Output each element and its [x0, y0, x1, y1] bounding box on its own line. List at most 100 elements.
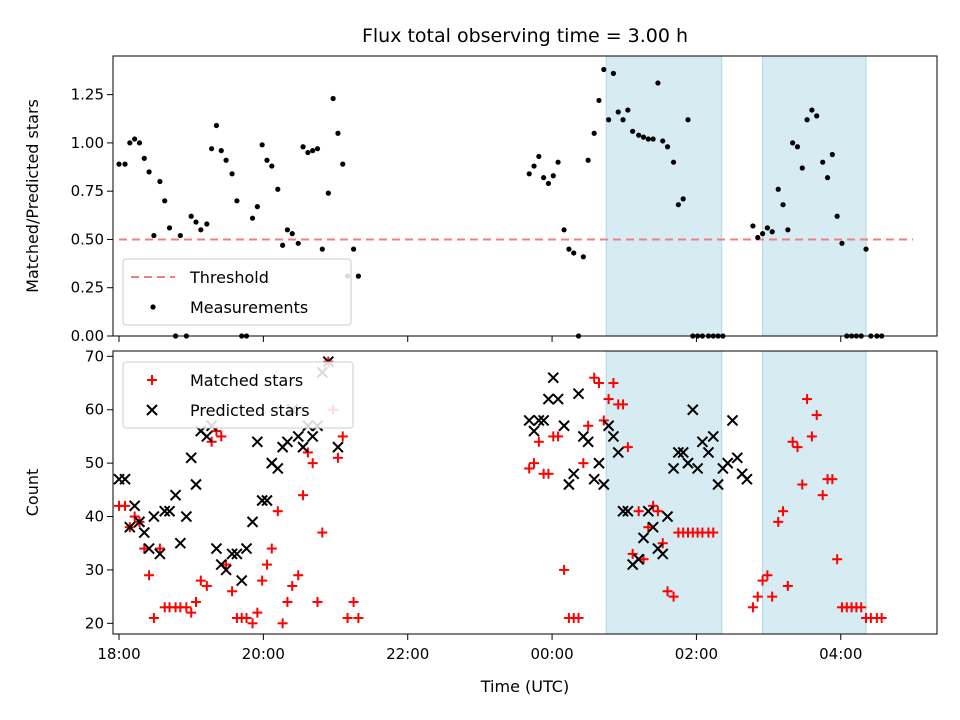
matched-star-point: [216, 431, 227, 442]
matched-star-point: [876, 612, 887, 623]
top-y-axis-label: Matched/Predicted stars: [23, 99, 42, 293]
measurement-point: [526, 171, 532, 177]
measurement-point: [660, 138, 666, 144]
measurement-point: [759, 231, 766, 237]
predicted-star-point: [677, 446, 689, 459]
measurement-point: [814, 113, 820, 119]
top-y-ticks: 0.00 0.25 0.50 0.75 1.00 1.25: [71, 86, 113, 345]
measurement-point: [610, 70, 617, 76]
predicted-star-point: [190, 478, 202, 491]
matched-star-point: [533, 436, 544, 447]
matched-star-point: [643, 522, 654, 533]
matched-star-point: [148, 612, 159, 623]
chart-title: Flux total observing time = 3.00 h: [362, 25, 688, 47]
predicted-star-point: [593, 457, 605, 469]
predicted-star-point: [292, 430, 304, 443]
matched-star-point: [277, 618, 288, 629]
predicted-star-point: [154, 548, 166, 560]
measurement-point: [561, 227, 567, 233]
matched-star-point: [817, 490, 828, 501]
predicted-star-point: [582, 436, 594, 448]
measurement-point: [625, 107, 631, 113]
measurement-point: [794, 144, 801, 150]
measurement-point: [204, 221, 210, 227]
matched-star-point: [181, 602, 192, 613]
measurement-point: [350, 246, 357, 252]
measurement-point: [750, 223, 756, 229]
matched-star-point: [782, 580, 793, 591]
predicted-star-point: [138, 526, 150, 539]
measurement-point: [229, 171, 235, 177]
matched-star-point: [633, 506, 644, 517]
measurement-point: [146, 169, 152, 175]
measurement-point: [310, 148, 316, 154]
bottom-panel: 20 30 40 50 60 70 18:00 20:00 22:00 00:00 02:00 04…: [23, 347, 938, 696]
predicted-star-point: [306, 430, 319, 443]
measurement-point: [655, 80, 661, 86]
matched-star-point: [307, 458, 318, 469]
predicted-star-point: [251, 436, 264, 448]
predicted-star-point: [712, 478, 724, 491]
matched-star-point: [603, 394, 614, 405]
matched-star-point: [144, 570, 155, 581]
top-y-tick-label: 0.50: [71, 230, 104, 248]
matched-star-point: [257, 575, 268, 586]
matched-star-point: [773, 516, 784, 527]
measurement-point: [249, 215, 256, 221]
top-panel: 0.00 0.25 0.50 0.75 1.00 1.25 Matched/Predict…: [23, 55, 938, 345]
matched-star-point: [272, 506, 283, 517]
bottom-legend: Matched stars Predicted stars: [122, 361, 354, 429]
predicted-star-point: [563, 478, 575, 491]
matched-star-point: [348, 596, 359, 607]
predicted-star-point: [281, 436, 294, 448]
matched-star-point: [811, 410, 822, 421]
predicted-star-point: [542, 393, 555, 405]
measurement-point: [198, 227, 204, 233]
measurement-point: [162, 198, 168, 204]
measurement-point: [640, 134, 647, 140]
measurement-point: [804, 117, 810, 123]
matched-star-point: [293, 570, 304, 581]
top-axes-frame: [112, 55, 938, 337]
matched-star-point: [627, 548, 638, 559]
matched-star-point: [827, 474, 838, 485]
matched-star-point: [247, 618, 258, 629]
matched-star-point: [191, 596, 202, 607]
matched-star-point: [797, 479, 808, 490]
legend-measurements-label: Measurements: [190, 298, 308, 317]
predicted-star-point: [612, 446, 624, 459]
measurement-point: [218, 148, 224, 154]
top-legend: Threshold Measurements: [122, 258, 352, 326]
matched-star-point: [762, 570, 773, 581]
measurement-point: [536, 153, 542, 160]
matched-star-point: [342, 612, 353, 623]
measurement-point: [571, 250, 577, 256]
measurement-point: [820, 159, 826, 165]
legend-threshold-label: Threshold: [189, 268, 269, 287]
matched-star-point: [317, 527, 328, 538]
measurement-point: [566, 246, 572, 252]
measurement-point: [132, 136, 138, 142]
measurement-point: [863, 246, 869, 252]
predicted-star-point: [568, 468, 580, 480]
matched-star-point: [524, 463, 535, 474]
predicted-star-point: [220, 564, 232, 576]
predicted-star-point: [246, 516, 259, 528]
matched-star-point: [608, 378, 619, 389]
measurement-point: [289, 231, 295, 237]
measurement-point: [585, 157, 591, 163]
counts-layer: [113, 355, 887, 629]
bot-y-tick-label: 30: [85, 561, 104, 579]
predicted-star-point: [637, 532, 650, 544]
predicted-star-point: [201, 430, 213, 443]
matched-star-point: [559, 564, 570, 575]
predicted-star-point: [632, 553, 645, 565]
measurement-point: [809, 107, 815, 113]
predicted-star-point: [210, 542, 223, 555]
x-tick-label: 18:00: [97, 645, 140, 663]
predicted-star-point: [272, 462, 284, 475]
measurements-layer: [116, 66, 885, 339]
measurement-point: [780, 202, 786, 208]
top-y-tick-label: 1.00: [71, 134, 104, 152]
measurement-point: [340, 161, 346, 167]
